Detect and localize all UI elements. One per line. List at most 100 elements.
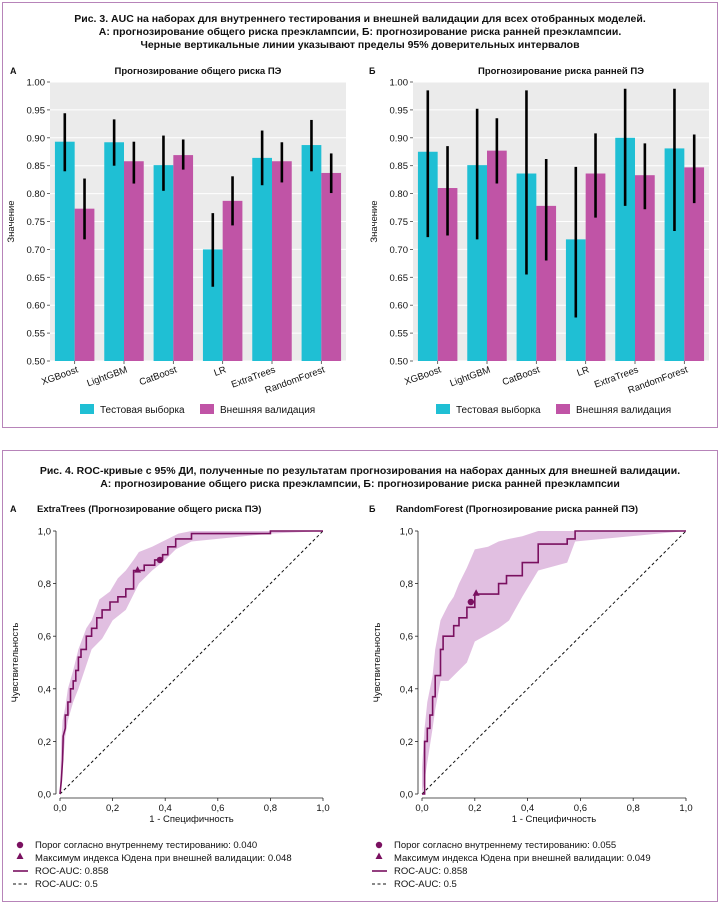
figure-3-caption-line: А: прогнозирование общего риска преэклам… <box>98 26 622 38</box>
y-tick-label: 0.50 <box>27 357 46 368</box>
y-tick-label: 0.65 <box>390 273 409 284</box>
chart-title: RandomForest (Прогнозирование риска ранн… <box>396 504 638 515</box>
x-tick-label: 0,8 <box>264 803 277 814</box>
x-tick-label: 0,6 <box>574 803 587 814</box>
bar <box>124 161 144 361</box>
y-tick-label: 0.80 <box>27 189 46 200</box>
y-tick-label: 0.60 <box>27 301 46 312</box>
x-tick-label: 1,0 <box>679 803 692 814</box>
x-tick-label: LightGBM <box>449 364 493 389</box>
legend-youden-marker <box>375 852 383 859</box>
legend-youden-marker <box>16 852 24 859</box>
bar <box>585 173 606 361</box>
figure-3-caption-line: Черные вертикальные линии указывают пред… <box>140 39 580 51</box>
y-tick-label: 0.50 <box>390 357 409 368</box>
legend-label: Порог согласно внутреннему тестированию:… <box>394 840 616 851</box>
legend-label: Тестовая выборка <box>456 404 541 416</box>
roc-ci-band <box>422 531 686 794</box>
y-tick-label: 1.00 <box>390 78 409 89</box>
figure-3-caption-line: Рис. 3. AUC на наборах для внутреннего т… <box>74 13 646 25</box>
y-tick-label: 0.70 <box>27 245 46 256</box>
bar <box>104 142 124 361</box>
reference-diagonal <box>59 530 324 795</box>
bar <box>173 155 194 361</box>
bar <box>54 141 75 361</box>
x-tick-label: 0,4 <box>159 803 172 814</box>
legend-threshold-marker <box>375 841 383 849</box>
y-tick-label: 0,8 <box>400 579 413 590</box>
figure-4-caption: Рис. 4. ROC-кривые с 95% ДИ, полученные … <box>3 465 717 491</box>
bar <box>684 167 705 361</box>
panel-label: А <box>10 504 17 514</box>
y-tick-label: 0.80 <box>390 189 409 200</box>
y-tick-label: 0.95 <box>390 105 409 116</box>
figure-3-caption: Рис. 3. AUC на наборах для внутреннего т… <box>3 13 717 52</box>
x-axis-label: 1 - Специфичность <box>512 814 596 825</box>
y-axis-label: Чувствительность <box>10 623 21 703</box>
bar <box>301 145 322 361</box>
x-axis-label: 1 - Специфичность <box>149 814 233 825</box>
bar <box>417 151 438 361</box>
y-tick-label: 0.55 <box>390 329 409 340</box>
x-tick-label: 0,2 <box>106 803 119 814</box>
youden-point <box>472 589 480 596</box>
x-tick-label: XGBoost <box>403 364 443 387</box>
bar <box>467 165 487 361</box>
y-tick-label: 1,0 <box>400 527 413 538</box>
x-tick-label: 0,0 <box>53 803 66 814</box>
bar <box>321 172 342 361</box>
panel-label: Б <box>369 504 376 514</box>
x-tick-label: 0,4 <box>521 803 534 814</box>
y-tick-label: 0.75 <box>390 217 409 228</box>
chart-title: ExtraTrees (Прогнозирование общего риска… <box>37 504 261 515</box>
y-tick-label: 0,6 <box>400 632 413 643</box>
chart-title: Прогнозирование общего риска ПЭ <box>115 66 282 77</box>
bar <box>536 205 557 361</box>
chart-title: Прогнозирование риска ранней ПЭ <box>478 66 644 77</box>
x-tick-label: CatBoost <box>138 364 179 388</box>
legend-label: Тестовая выборка <box>100 404 185 416</box>
y-tick-label: 0.75 <box>27 217 46 228</box>
roc-curve <box>422 530 686 795</box>
legend-label: Порог согласно внутреннему тестированию:… <box>35 840 257 851</box>
legend-label: Максимум индекса Юдена при внешней валид… <box>394 853 651 864</box>
figure-4-frame: Рис. 4. ROC-кривые с 95% ДИ, полученные … <box>2 450 718 902</box>
y-axis-label: Значение <box>6 200 17 242</box>
bar <box>153 165 174 361</box>
bar <box>222 200 243 361</box>
y-tick-label: 0,0 <box>400 790 413 801</box>
y-tick-label: 0,0 <box>38 790 51 801</box>
x-tick-label: 0,0 <box>415 803 428 814</box>
y-tick-label: 0,4 <box>400 684 413 695</box>
youden-point <box>134 566 142 573</box>
legend-label: Внешняя валидация <box>576 405 671 416</box>
y-tick-label: 0,4 <box>38 684 51 695</box>
legend-swatch <box>80 404 94 414</box>
legend-label: ROC-AUC: 0.858 <box>394 866 467 877</box>
bar <box>202 249 223 361</box>
y-tick-label: 0.85 <box>27 161 46 172</box>
legend-swatch <box>436 404 450 414</box>
y-tick-label: 0,2 <box>38 737 51 748</box>
figure-3-frame: Рис. 3. AUC на наборах для внутреннего т… <box>2 2 718 428</box>
panel-label: А <box>10 66 17 76</box>
legend-swatch <box>556 404 570 414</box>
roc-curve <box>59 530 323 795</box>
y-tick-label: 0.95 <box>27 105 46 116</box>
y-tick-label: 0.90 <box>390 133 409 144</box>
bar <box>272 161 292 361</box>
reference-diagonal <box>421 530 687 795</box>
bar <box>664 148 685 361</box>
x-tick-label: XGBoost <box>40 364 80 387</box>
y-tick-label: 0,6 <box>38 632 51 643</box>
legend-label: Внешняя валидация <box>220 405 315 416</box>
legend-threshold-marker <box>16 841 24 849</box>
threshold-point <box>467 598 475 606</box>
y-axis-label: Значение <box>369 200 380 242</box>
y-tick-label: 0,8 <box>38 579 51 590</box>
x-tick-label: LightGBM <box>86 364 130 389</box>
y-tick-label: 0.70 <box>390 245 409 256</box>
x-tick-label: CatBoost <box>501 364 542 388</box>
x-tick-label: 0,8 <box>627 803 640 814</box>
